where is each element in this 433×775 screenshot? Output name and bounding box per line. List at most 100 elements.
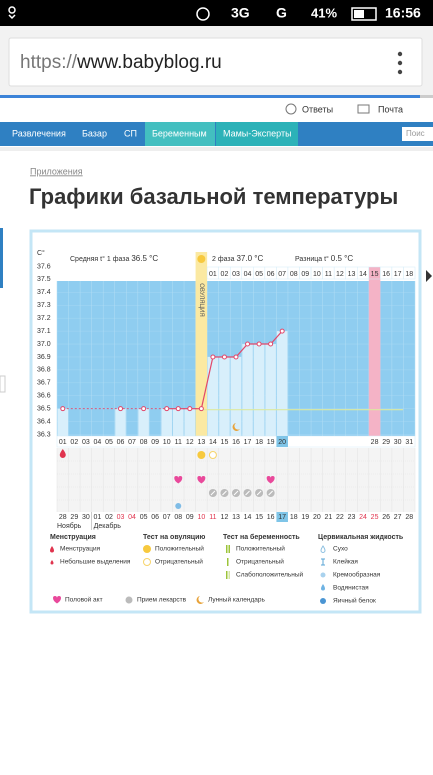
ovulation-marker [197,255,206,263]
header-link[interactable]: Почта [378,104,403,114]
x-tick-label: 13 [197,439,205,446]
date-label: 30 [82,514,90,521]
y-tick-label: 37.0 [37,341,51,348]
phase2-day: 04 [244,271,252,278]
day-bar [242,344,253,436]
phase2-day: 07 [278,271,286,278]
date-label: 07 [163,514,171,521]
ovulation-negative [208,451,217,459]
y-unit: C° [37,249,45,257]
date-label: 02 [105,514,113,521]
x-tick-label: 08 [140,439,148,446]
x-tick-label: 17 [244,439,252,446]
date-label: 25 [371,514,379,521]
summary-label: Разница t° [295,255,329,263]
date-label: 17 [278,514,286,521]
x-axis-row [56,435,416,448]
temperature-point [233,354,239,360]
breadcrumb[interactable]: Приложения [30,166,83,176]
day-bar [138,408,149,436]
battery-level: 41% [311,5,337,20]
legend-icon [320,598,326,604]
x-tick-label: 04 [94,439,102,446]
temperature-point [221,354,227,360]
legend-icon [228,545,230,553]
x-tick-label: 01 [59,439,67,446]
ok-icon [8,6,16,14]
y-tick-label: 37.2 [37,315,51,322]
date-label: 21 [324,514,332,521]
day-bar [207,356,219,436]
legend-icon [321,558,325,566]
legend-icon [125,596,133,604]
header-link[interactable]: Ответы [302,104,333,114]
summary: Разница t° 0.5 °C [295,254,353,263]
menu-button[interactable] [397,51,403,75]
period-column [368,268,381,436]
x-tick-label: 05 [105,439,113,446]
intercourse-icon [174,476,183,484]
phase2-day: 08 [290,271,298,278]
temperature-point [187,406,193,412]
phase2-day: 14 [359,271,367,278]
day-bar [57,408,69,436]
summary-value: 37.0 °C [236,254,263,263]
summary: Средняя t° 1 фаза 36.5 °C [70,254,158,263]
x-tick-label: 14 [209,439,217,446]
day-bar [184,408,196,436]
summary: 2 фаза 37.0 °C [212,254,263,263]
side-strip [0,228,3,288]
date-label: 13 [232,514,240,521]
x-tick-label: 07 [128,439,136,446]
search-placeholder: Поис [406,129,425,138]
phase2-day: 16 [382,271,390,278]
menstruation-icon [59,449,66,458]
day-bar [115,408,126,436]
alarm-icon [196,7,210,21]
intercourse-icon [266,476,275,484]
legend-item: Клейкая [333,558,358,566]
temperature-point [256,341,262,347]
day-bar [253,344,265,436]
nav-active [216,122,298,146]
date-label: 27 [394,514,402,521]
medication-icon [245,490,250,496]
ovulation-label: ОВУЛЯЦИЯ [198,283,204,316]
nav-item[interactable]: СП [124,128,137,138]
nav-item[interactable]: Мамы-Эксперты [223,128,292,138]
ovulation-positive [197,451,206,459]
date-label: 18 [290,514,298,521]
nav-item[interactable]: Развлечения [12,128,66,138]
temperature-point [164,406,170,412]
phase2-day: 06 [267,271,275,278]
legend-icon [228,571,230,579]
day-bar [172,408,184,436]
intercourse-icon [197,476,206,484]
x-tick-label: 15 [221,439,229,446]
day-bar [265,344,276,436]
date-label: 10 [197,514,205,521]
medication-icon [233,490,239,496]
url-field[interactable] [8,37,423,87]
medication-icon [210,490,216,496]
x-tick-label: 03 [82,439,90,446]
day-bar [219,356,230,436]
scroll-arrow[interactable] [426,270,432,282]
x-tick-label: 16 [232,439,240,446]
x-tick-label: 11 [175,439,182,446]
battery-icon [351,7,377,21]
nav-item[interactable]: Беременным [152,128,207,138]
legend-item: Яичный белок [333,597,376,605]
x-tick-label: 30 [394,439,402,446]
phase2-day: 03 [232,271,240,278]
y-tick-label: 37.4 [37,289,51,296]
x-tick-label: 02 [70,439,78,446]
date-label: 23 [348,514,356,521]
date-label: 04 [128,514,136,521]
legend-item: Небольшие выделения [60,558,131,566]
temperature-point [60,406,66,412]
temperature-point [175,406,181,412]
nav-item[interactable]: Базар [82,128,107,138]
search-box[interactable] [402,127,433,141]
phase2-cell [403,266,416,280]
